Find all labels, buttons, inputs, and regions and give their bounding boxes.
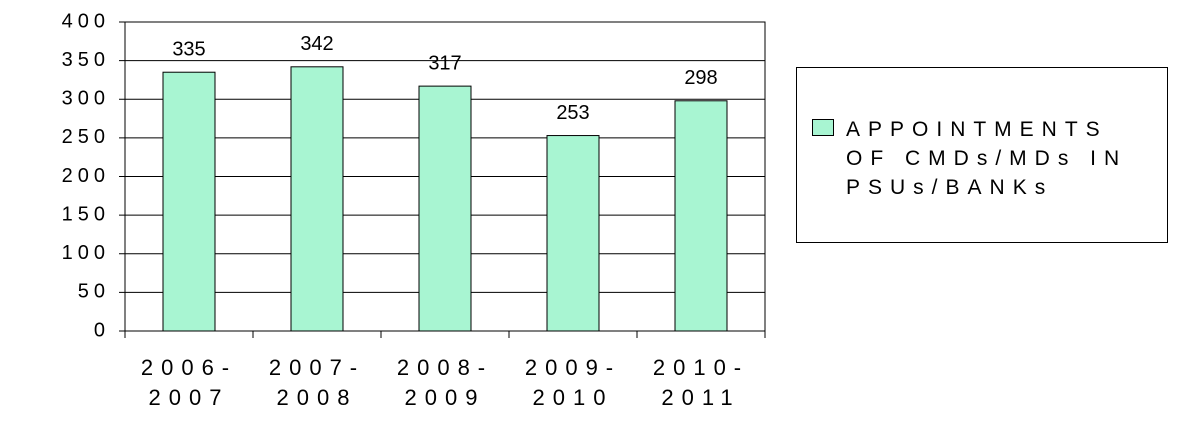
x-tick-label: 2006-2007 <box>140 355 238 410</box>
y-tick-label: 300 <box>62 88 110 110</box>
x-tick-label: 2009-2010 <box>524 355 622 410</box>
legend: APPOINTMENTS OF CMDs/MDs IN PSUs/BANKs <box>796 67 1168 243</box>
bar <box>674 100 728 332</box>
value-label: 342 <box>300 33 333 55</box>
y-tick-label: 400 <box>62 10 110 32</box>
y-tick-label: 50 <box>78 281 110 303</box>
value-label: 253 <box>556 102 589 124</box>
bar <box>546 135 600 332</box>
x-tick-label: 2010-2011 <box>652 355 750 410</box>
bar <box>418 85 472 332</box>
y-tick-label: 250 <box>62 126 110 148</box>
y-tick-label: 150 <box>62 203 110 225</box>
y-tick-label: 0 <box>94 319 110 341</box>
value-label: 317 <box>428 52 461 74</box>
y-tick-label: 200 <box>62 165 110 187</box>
value-label: 298 <box>684 67 717 89</box>
x-tick-label: 2008-2009 <box>396 355 494 410</box>
bar <box>162 71 216 332</box>
legend-swatch <box>812 119 834 136</box>
legend-label: APPOINTMENTS OF CMDs/MDs IN PSUs/BANKs <box>846 118 1128 199</box>
bar <box>290 66 344 332</box>
x-tick-label: 2007-2008 <box>268 355 366 410</box>
y-tick-label: 350 <box>62 49 110 71</box>
y-tick-label: 100 <box>62 242 110 264</box>
value-label: 335 <box>172 38 205 60</box>
